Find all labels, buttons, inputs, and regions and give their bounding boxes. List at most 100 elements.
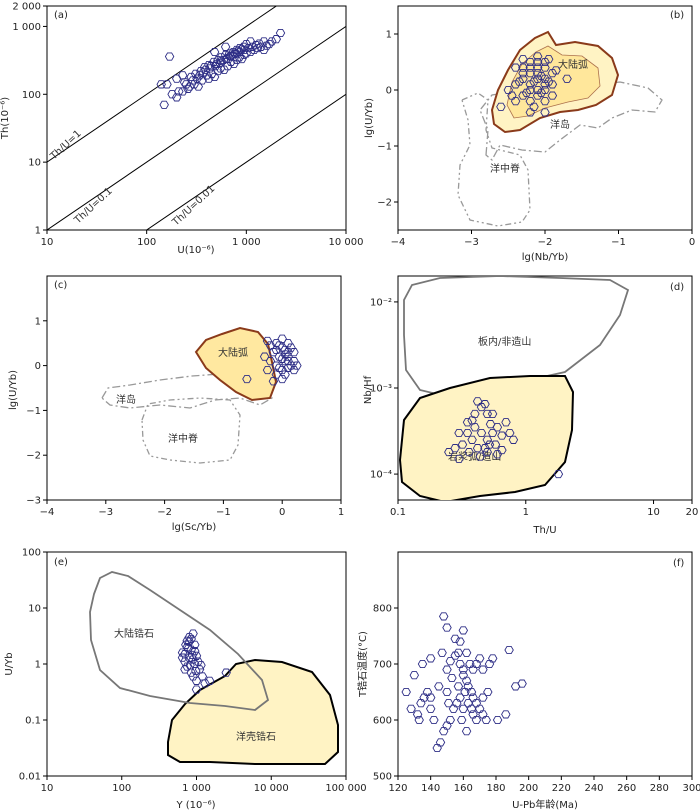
data-point (510, 97, 521, 106)
data-point (543, 55, 554, 64)
data-point (508, 435, 519, 444)
data-point (551, 66, 561, 75)
data-point (443, 699, 454, 708)
data-point (532, 57, 543, 67)
panel-a: Th/U=1 Th/U=0.1 Th/U=0.01 10 100 1 000 10 0… (0, 2, 364, 257)
y-tick-label: 0.01 (19, 772, 41, 783)
data-point (237, 55, 247, 64)
data-point (425, 704, 436, 713)
x-tick-label: −2 (157, 507, 172, 518)
data-point (247, 42, 258, 51)
data-point (478, 710, 488, 719)
data-point (268, 377, 279, 386)
data-point (222, 62, 233, 71)
data-point (490, 440, 501, 449)
data-point (547, 80, 558, 89)
x-tick-label: 200 (519, 783, 538, 794)
data-point (171, 93, 182, 102)
data-point (226, 52, 236, 61)
data-point (422, 687, 433, 697)
data-point (529, 102, 539, 111)
data-point (468, 710, 478, 719)
y-tick-label: 1 000 (12, 22, 41, 33)
data-point (167, 90, 177, 99)
data-point (289, 357, 299, 366)
data-point (156, 80, 166, 89)
panel-a-yticks: 1 10 100 1 000 2 000 (12, 2, 47, 237)
data-point (453, 648, 464, 657)
data-point (507, 91, 517, 100)
y-tick-label: 10 (28, 158, 41, 169)
data-point (219, 65, 229, 74)
data-point (518, 55, 528, 64)
field-label-continental-zircon: 大陆锆石 (114, 627, 154, 640)
data-point (419, 693, 429, 702)
field-label-oceanic-crust-zircon: 洋壳锆石 (236, 730, 276, 743)
y-tick-label: 1 (35, 316, 41, 327)
field-label-ocean-island-b: 洋岛 (550, 118, 570, 131)
data-point (186, 72, 196, 82)
panel-b-label: (b) (670, 10, 684, 21)
data-point (462, 428, 473, 438)
data-point (478, 665, 488, 674)
data-point (162, 80, 172, 89)
y-tick-label: 1 (35, 660, 41, 671)
data-point (275, 28, 286, 38)
data-point (525, 57, 536, 67)
x-tick-label: 100 000 (325, 783, 366, 794)
ratio-line-1 (47, 6, 278, 163)
panel-a-points (156, 28, 286, 109)
data-point (444, 448, 454, 457)
data-point (487, 654, 498, 663)
data-point (455, 659, 465, 669)
data-point (192, 74, 202, 83)
data-point (204, 74, 214, 83)
x-tick-label: 10 (41, 783, 54, 794)
x-tick-label: 10 000 (254, 783, 289, 794)
data-point (416, 699, 426, 708)
data-point (159, 100, 169, 109)
panel-a-label: (a) (54, 10, 68, 21)
data-point (483, 687, 493, 697)
data-point (521, 88, 532, 97)
field-label-ocean-island-c: 洋岛 (116, 393, 136, 406)
data-point (517, 679, 527, 688)
data-point (292, 361, 302, 370)
data-point (221, 55, 232, 64)
data-point (401, 687, 411, 697)
panel-c: 大陆弧 洋岛 洋中脊 −4 −3 −2 −1 0 1 −3−2−101 (c) lg(Sc… (8, 275, 344, 533)
data-point (547, 69, 558, 78)
panel-e-xlabel: Y (10⁻⁶) (175, 800, 215, 811)
data-point (230, 50, 241, 59)
data-point (518, 63, 528, 72)
data-point (540, 57, 550, 67)
data-point (194, 71, 205, 80)
x-tick-label: 1 000 (232, 237, 261, 248)
data-point (460, 687, 470, 697)
data-point (510, 80, 521, 89)
data-point (177, 653, 188, 662)
y-tick-label: 600 (373, 716, 392, 727)
data-point (482, 435, 493, 444)
data-point (463, 699, 473, 708)
data-point (196, 661, 206, 670)
data-point (462, 418, 473, 427)
data-point (532, 74, 543, 83)
x-tick-label: 260 (617, 783, 636, 794)
data-point (525, 108, 536, 117)
data-point (562, 74, 572, 83)
data-point (476, 428, 487, 438)
y-tick-label: 700 (373, 660, 392, 671)
data-point (461, 676, 472, 685)
data-point (204, 676, 215, 685)
data-point (450, 634, 460, 643)
y-tick-label: −1 (377, 142, 392, 153)
data-point (265, 357, 276, 366)
data-point (453, 682, 464, 691)
y-tick-label: 0.1 (25, 716, 41, 727)
data-point (492, 715, 503, 725)
panel-d-xlabel: Th/U (532, 525, 556, 536)
data-point (243, 43, 254, 53)
data-point (504, 645, 514, 655)
y-tick-label: 10⁻³ (370, 384, 392, 395)
